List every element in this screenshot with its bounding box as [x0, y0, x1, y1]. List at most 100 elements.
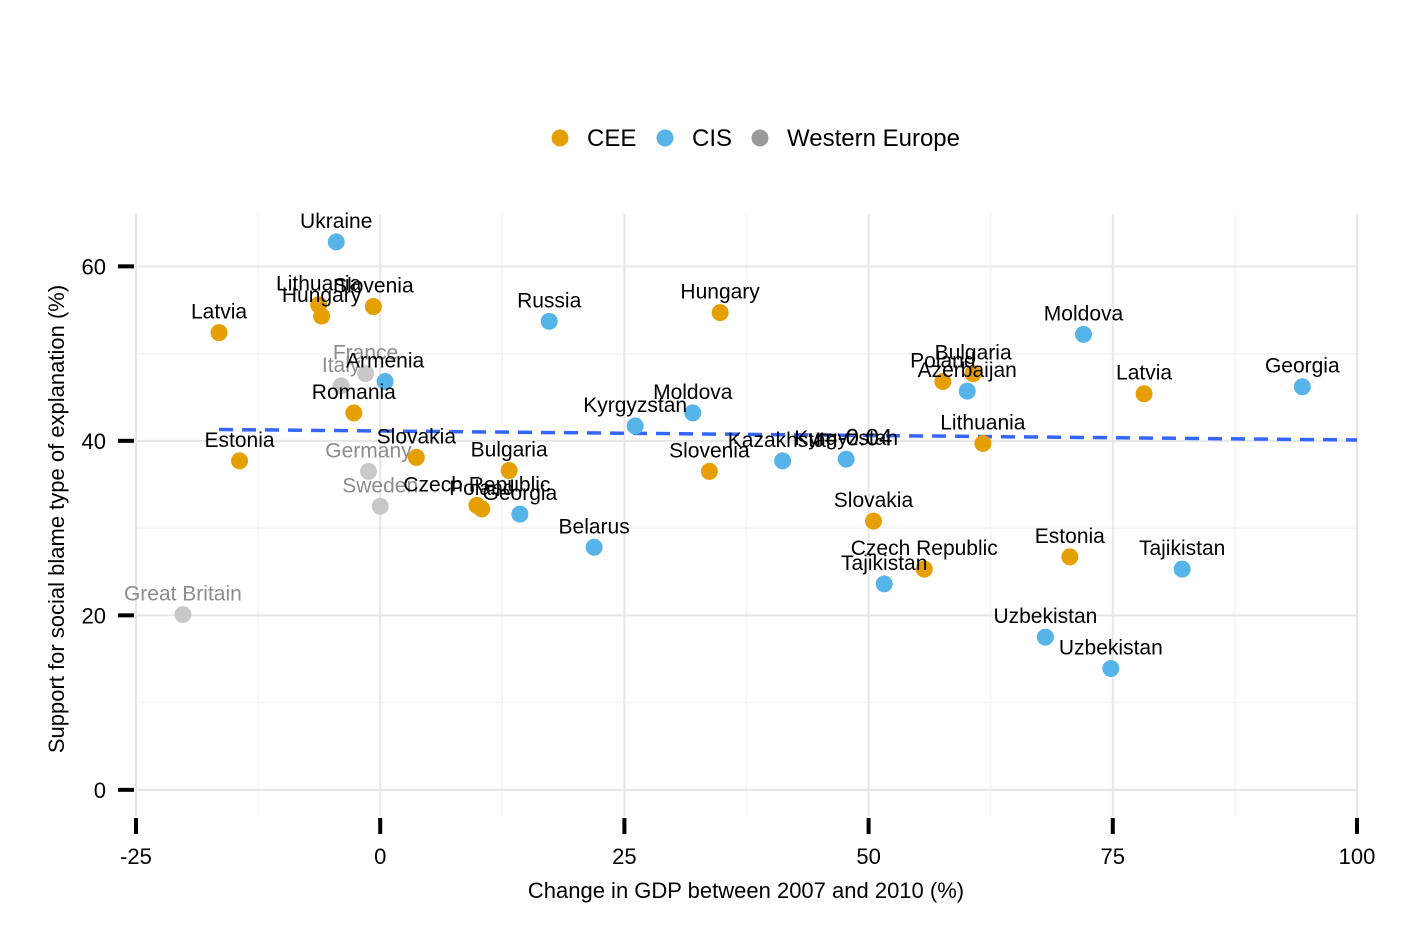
point-label: Czech Republic [851, 537, 998, 560]
data-point [1074, 325, 1092, 343]
axes: -25 0 25 50 75 100 0 20 40 60 [82, 254, 1376, 869]
x-tick-label: 75 [1101, 844, 1125, 869]
data-point [540, 312, 558, 330]
point-label: Romania [312, 381, 396, 404]
y-tick-label: 60 [82, 254, 106, 279]
point-label: Moldova [1044, 302, 1124, 325]
point-label: Armenia [346, 350, 425, 373]
y-tick-label: 0 [94, 778, 106, 803]
data-point [371, 497, 389, 515]
point-label: Azerbaijan [918, 359, 1017, 382]
point-label: Hungary [680, 281, 760, 304]
legend-key [751, 129, 769, 147]
point-label: Georgia [483, 482, 558, 505]
point-label: Estonia [205, 429, 275, 452]
data-point [934, 373, 952, 391]
data-point [1293, 378, 1311, 396]
legend-label: Western Europe [787, 125, 960, 152]
data-point [700, 462, 718, 480]
x-tick-label: 100 [1339, 844, 1376, 869]
data-point [875, 575, 893, 593]
data-point [345, 404, 363, 422]
data-point [210, 324, 228, 342]
point-label: France [333, 342, 398, 365]
point-label: Estonia [1035, 525, 1105, 548]
data-point [585, 538, 603, 556]
data-point [407, 448, 425, 466]
y-tick-label: 20 [82, 603, 106, 628]
point-label: Georgia [1265, 355, 1340, 378]
point-label: Slovenia [333, 274, 414, 297]
point-label: Kyrgyzstan [583, 394, 687, 417]
x-tick-label: 50 [856, 844, 880, 869]
legend-key [656, 129, 674, 147]
x-tick-label: -25 [120, 844, 152, 869]
point-label: Tajikistan [841, 552, 927, 575]
point-label: Slovenia [669, 439, 750, 462]
data-point [174, 605, 192, 623]
data-point [958, 382, 976, 400]
data-point [864, 512, 882, 530]
legend-label: CIS [692, 125, 732, 152]
point-label: Tajikistan [1139, 537, 1225, 560]
point-label: Hungary [282, 284, 362, 307]
point-label: Kyrgyzstan [794, 427, 898, 450]
x-tick-label: 25 [612, 844, 636, 869]
data-point [974, 434, 992, 452]
point-label: Uzbekistan [1059, 637, 1163, 660]
data-point [1173, 560, 1191, 578]
point-label: Slovakia [377, 425, 457, 448]
legend-label: CEE [587, 125, 636, 152]
data-point [231, 452, 249, 470]
x-axis-title: Change in GDP between 2007 and 2010 (%) [528, 878, 964, 903]
legend: CEE CIS Western Europe [551, 125, 960, 152]
trend-line [219, 427, 1358, 442]
points-layer [174, 233, 1311, 678]
data-point [376, 373, 394, 391]
grid [135, 214, 1358, 816]
point-label: Poland [910, 350, 975, 373]
point-label: Lithuania [276, 273, 362, 296]
point-label: Belarus [559, 515, 630, 538]
point-label: Latvia [1116, 362, 1172, 385]
point-label: Latvia [191, 301, 247, 324]
legend-key [551, 129, 569, 147]
point-label: Italy [322, 354, 361, 377]
y-tick-label: 40 [82, 429, 106, 454]
data-point [332, 377, 350, 395]
point-label: Bulgaria [471, 439, 548, 462]
x-tick-label: 0 [374, 844, 386, 869]
data-point [364, 297, 382, 315]
point-labels-layer: UkraineLithuaniaHungarySloveniaLatviaFra… [124, 210, 1340, 660]
data-point [964, 365, 982, 383]
point-label: Czech Republic [403, 473, 550, 496]
correlation-annotation: r=-0.04 [816, 424, 893, 451]
y-axis-title: Support for social blame type of explana… [44, 285, 69, 753]
data-point [626, 417, 644, 435]
data-point [500, 462, 518, 480]
data-point [1036, 628, 1054, 646]
point-label: Germany [325, 439, 412, 462]
point-label: Poland [449, 477, 514, 500]
data-point [1061, 548, 1079, 566]
data-point [327, 233, 345, 251]
point-label: Slovakia [834, 489, 914, 512]
data-point [511, 505, 529, 523]
point-label: Bulgaria [935, 342, 1012, 365]
point-label: Moldova [653, 381, 733, 404]
point-label: Sweden [342, 474, 418, 497]
data-point [359, 462, 377, 480]
data-point [711, 304, 729, 322]
data-point [684, 404, 702, 422]
point-label: Kazakhstan [728, 429, 838, 452]
data-point [1135, 385, 1153, 403]
data-point [357, 365, 375, 383]
point-label: Great Britain [124, 582, 242, 605]
point-label: Russia [517, 289, 582, 312]
point-label: Ukraine [300, 210, 372, 233]
point-label: Lithuania [940, 411, 1026, 434]
data-point [313, 307, 331, 325]
data-point [473, 500, 491, 518]
